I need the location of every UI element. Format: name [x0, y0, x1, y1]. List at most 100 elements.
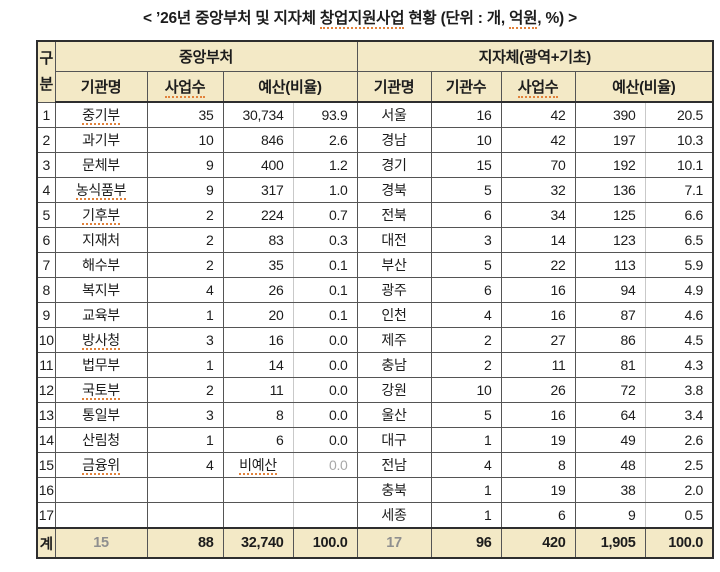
table-row: 17 세종 1 6 9 0.5 — [36, 502, 714, 529]
local-budget-cell: 64 — [574, 402, 646, 428]
local-budget-cell: 48 — [574, 452, 646, 478]
header-local-agency: 기관명 — [356, 71, 432, 103]
central-ratio-cell: 2.6 — [292, 127, 358, 153]
local-agency-cell: 대구 — [356, 427, 432, 453]
local-projects-cell: 32 — [500, 177, 576, 203]
local-projects-cell: 11 — [500, 352, 576, 378]
total-central-budget-cell: 32,740 — [222, 527, 294, 559]
agency-name-squiggled: 기후부 — [82, 207, 120, 225]
central-projects-cell: 2 — [146, 227, 224, 253]
local-orgcount-cell: 2 — [430, 352, 502, 378]
central-projects-cell: 2 — [146, 252, 224, 278]
local-projects-cell: 14 — [500, 227, 576, 253]
central-projects-cell: 1 — [146, 352, 224, 378]
local-agency-cell: 부산 — [356, 252, 432, 278]
local-orgcount-cell: 2 — [430, 327, 502, 353]
local-ratio-cell: 4.5 — [644, 327, 714, 353]
central-budget-cell: 20 — [222, 302, 294, 328]
central-projects-cell: 9 — [146, 152, 224, 178]
agency-name-squiggled: 농식품부 — [75, 182, 127, 200]
central-agency-cell: 국토부 — [54, 377, 148, 403]
row-number-cell: 17 — [36, 502, 56, 529]
row-number-cell: 5 — [36, 202, 56, 228]
title-segment: 현황 (단위 : 개, — [404, 10, 510, 27]
row-number-cell: 7 — [36, 252, 56, 278]
table-row: 4 농식품부 9 317 1.0 경북 5 32 136 7.1 — [36, 177, 714, 203]
local-budget-cell: 86 — [574, 327, 646, 353]
local-projects-cell: 26 — [500, 377, 576, 403]
local-agency-cell: 경기 — [356, 152, 432, 178]
total-central-ratio-cell: 100.0 — [292, 527, 358, 559]
title-segment-squiggled: 창업지원사업 — [319, 10, 405, 29]
central-agency-cell: 통일부 — [54, 402, 148, 428]
local-projects-cell: 42 — [500, 101, 576, 128]
central-ratio-cell: 0.1 — [292, 302, 358, 328]
local-projects-cell: 19 — [500, 477, 576, 503]
central-budget-cell — [222, 477, 294, 503]
local-orgcount-cell: 15 — [430, 152, 502, 178]
local-budget-cell: 38 — [574, 477, 646, 503]
row-number-cell: 6 — [36, 227, 56, 253]
local-orgcount-cell: 4 — [430, 302, 502, 328]
local-ratio-cell: 2.0 — [644, 477, 714, 503]
central-budget-cell: 83 — [222, 227, 294, 253]
table-row: 8 복지부 4 26 0.1 광주 6 16 94 4.9 — [36, 277, 714, 303]
central-ratio-cell: 0.0 — [292, 427, 358, 453]
local-agency-cell: 충남 — [356, 352, 432, 378]
header-gubun-line2: 분 — [39, 75, 53, 93]
central-ratio-cell: 1.2 — [292, 152, 358, 178]
row-number-cell: 2 — [36, 127, 56, 153]
local-agency-cell: 경북 — [356, 177, 432, 203]
central-ratio-cell: 93.9 — [292, 101, 358, 128]
title-segment: < ’26년 중앙부처 및 지자체 — [143, 10, 320, 27]
local-ratio-cell: 2.6 — [644, 427, 714, 453]
header-group-central: 중앙부처 — [54, 40, 358, 72]
local-ratio-cell: 6.6 — [644, 202, 714, 228]
central-projects-cell — [146, 477, 224, 503]
local-budget-cell: 94 — [574, 277, 646, 303]
page-title: < ’26년 중앙부처 및 지자체 창업지원사업 현황 (단위 : 개, 억원,… — [0, 0, 720, 29]
central-budget-cell: 8 — [222, 402, 294, 428]
local-ratio-cell: 2.5 — [644, 452, 714, 478]
table-row: 12 국토부 2 11 0.0 강원 10 26 72 3.8 — [36, 377, 714, 403]
local-ratio-cell: 10.1 — [644, 152, 714, 178]
table-row: 13 통일부 3 8 0.0 울산 5 16 64 3.4 — [36, 402, 714, 428]
central-ratio-cell: 0.7 — [292, 202, 358, 228]
local-budget-cell: 125 — [574, 202, 646, 228]
total-central-projects-cell: 88 — [146, 527, 224, 559]
agency-name-squiggled: 방사청 — [82, 332, 120, 350]
agency-name-squiggled: 중기부 — [82, 107, 120, 125]
local-projects-cell: 42 — [500, 127, 576, 153]
central-projects-cell: 9 — [146, 177, 224, 203]
local-ratio-cell: 0.5 — [644, 502, 714, 529]
row-number-cell: 8 — [36, 277, 56, 303]
local-agency-cell: 제주 — [356, 327, 432, 353]
local-budget-cell: 136 — [574, 177, 646, 203]
header-local-orgcount: 기관수 — [430, 71, 502, 103]
local-projects-cell: 70 — [500, 152, 576, 178]
header-central-budget-ratio: 예산(비율) — [222, 71, 358, 103]
row-number-cell: 11 — [36, 352, 56, 378]
local-agency-cell: 대전 — [356, 227, 432, 253]
central-budget-cell: 16 — [222, 327, 294, 353]
local-ratio-cell: 4.3 — [644, 352, 714, 378]
local-orgcount-cell: 1 — [430, 502, 502, 529]
total-label-cell: 계 — [36, 527, 56, 559]
central-agency-cell — [54, 477, 148, 503]
central-budget-cell: 400 — [222, 152, 294, 178]
title-segment-squiggled: 억원 — [509, 10, 538, 29]
central-agency-cell: 산림청 — [54, 427, 148, 453]
central-budget-cell: 14 — [222, 352, 294, 378]
central-agency-cell: 방사청 — [54, 327, 148, 353]
table-row: 6 지재처 2 83 0.3 대전 3 14 123 6.5 — [36, 227, 714, 253]
local-orgcount-cell: 5 — [430, 177, 502, 203]
local-projects-cell: 22 — [500, 252, 576, 278]
central-projects-cell: 1 — [146, 302, 224, 328]
central-projects-cell: 1 — [146, 427, 224, 453]
total-local-budget-cell: 1,905 — [574, 527, 646, 559]
central-budget-cell: 6 — [222, 427, 294, 453]
local-budget-cell: 113 — [574, 252, 646, 278]
local-agency-cell: 서울 — [356, 101, 432, 128]
local-agency-cell: 인천 — [356, 302, 432, 328]
